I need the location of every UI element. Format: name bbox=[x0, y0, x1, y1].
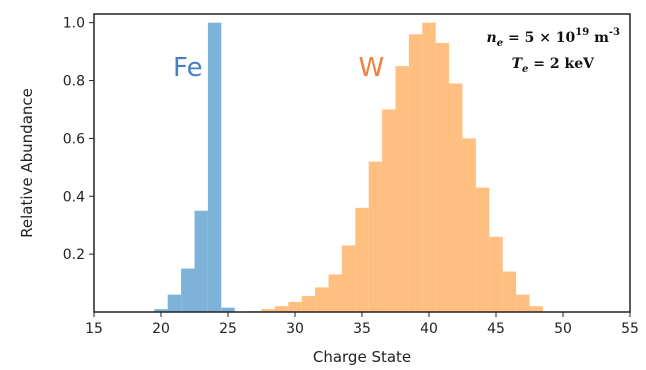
w-bar-32 bbox=[315, 287, 329, 312]
y-tick-label: 0.2 bbox=[63, 247, 85, 263]
x-tick-label: 50 bbox=[554, 321, 572, 337]
fe-bar-24 bbox=[207, 22, 222, 312]
density-annotation: ne = 5 × 1019 m-3 bbox=[487, 27, 621, 49]
w-bar-46 bbox=[502, 271, 517, 312]
w-bar-48 bbox=[529, 306, 543, 312]
w-bar-34 bbox=[341, 245, 356, 312]
w-bar-39 bbox=[408, 34, 423, 312]
temperature-value: = 2 keV bbox=[528, 56, 595, 72]
x-tick-label: 35 bbox=[353, 321, 371, 337]
x-axis-ticks: 15 20 25 30 35 40 45 50 55 bbox=[85, 312, 639, 337]
w-bar-38 bbox=[395, 66, 409, 312]
y-tick-label: 0.4 bbox=[63, 189, 85, 205]
x-tick-label: 55 bbox=[621, 321, 639, 337]
x-tick-label: 40 bbox=[420, 321, 438, 337]
x-tick-label: 25 bbox=[219, 321, 237, 337]
w-bar-28 bbox=[261, 309, 275, 312]
w-bar-45 bbox=[489, 236, 503, 312]
y-tick-label: 1.0 bbox=[63, 16, 85, 32]
density-subscript: e bbox=[497, 38, 503, 49]
temperature-symbol: T bbox=[512, 56, 524, 72]
w-bar-47 bbox=[516, 294, 530, 312]
y-axis-label: Relative Abundance bbox=[18, 88, 36, 238]
x-tick-label: 20 bbox=[152, 321, 170, 337]
fe-bar-25 bbox=[221, 307, 235, 312]
w-bar-37 bbox=[382, 109, 396, 312]
w-bars bbox=[248, 22, 543, 312]
x-axis-label: Charge State bbox=[313, 348, 411, 366]
density-exponent: 19 bbox=[575, 27, 589, 38]
fe-bar-20 bbox=[154, 309, 168, 312]
w-bar-40 bbox=[422, 22, 436, 312]
w-bar-42 bbox=[449, 83, 463, 312]
density-unit: m bbox=[589, 30, 609, 46]
w-bar-33 bbox=[328, 274, 342, 312]
fe-bars bbox=[154, 22, 235, 312]
w-bar-31 bbox=[301, 296, 316, 312]
y-tick-label: 0.6 bbox=[63, 131, 85, 147]
w-bar-43 bbox=[462, 138, 476, 312]
w-bar-29 bbox=[274, 306, 289, 312]
y-tick-label: 0.8 bbox=[63, 74, 85, 90]
w-bar-35 bbox=[355, 207, 369, 312]
x-tick-label: 15 bbox=[85, 321, 103, 337]
w-bar-36 bbox=[368, 161, 383, 312]
fe-bar-21 bbox=[167, 294, 182, 312]
density-symbol: n bbox=[487, 30, 497, 46]
density-value: = 5 × 10 bbox=[503, 30, 575, 46]
x-tick-label: 30 bbox=[286, 321, 304, 337]
fe-bar-22 bbox=[181, 268, 195, 312]
fe-series-label: Fe bbox=[173, 53, 203, 83]
x-tick-label: 45 bbox=[487, 321, 505, 337]
w-bar-41 bbox=[435, 42, 450, 312]
w-bar-44 bbox=[475, 187, 490, 312]
y-axis-ticks: 0.2 0.4 0.6 0.8 1.0 bbox=[63, 16, 94, 263]
density-unit-exponent: -3 bbox=[609, 27, 620, 38]
w-series-label: W bbox=[359, 53, 385, 83]
w-bar-30 bbox=[288, 301, 302, 312]
temperature-annotation: Te = 2 keV bbox=[512, 56, 595, 75]
temperature-subscript: e bbox=[522, 64, 528, 75]
fe-bar-23 bbox=[194, 210, 208, 312]
